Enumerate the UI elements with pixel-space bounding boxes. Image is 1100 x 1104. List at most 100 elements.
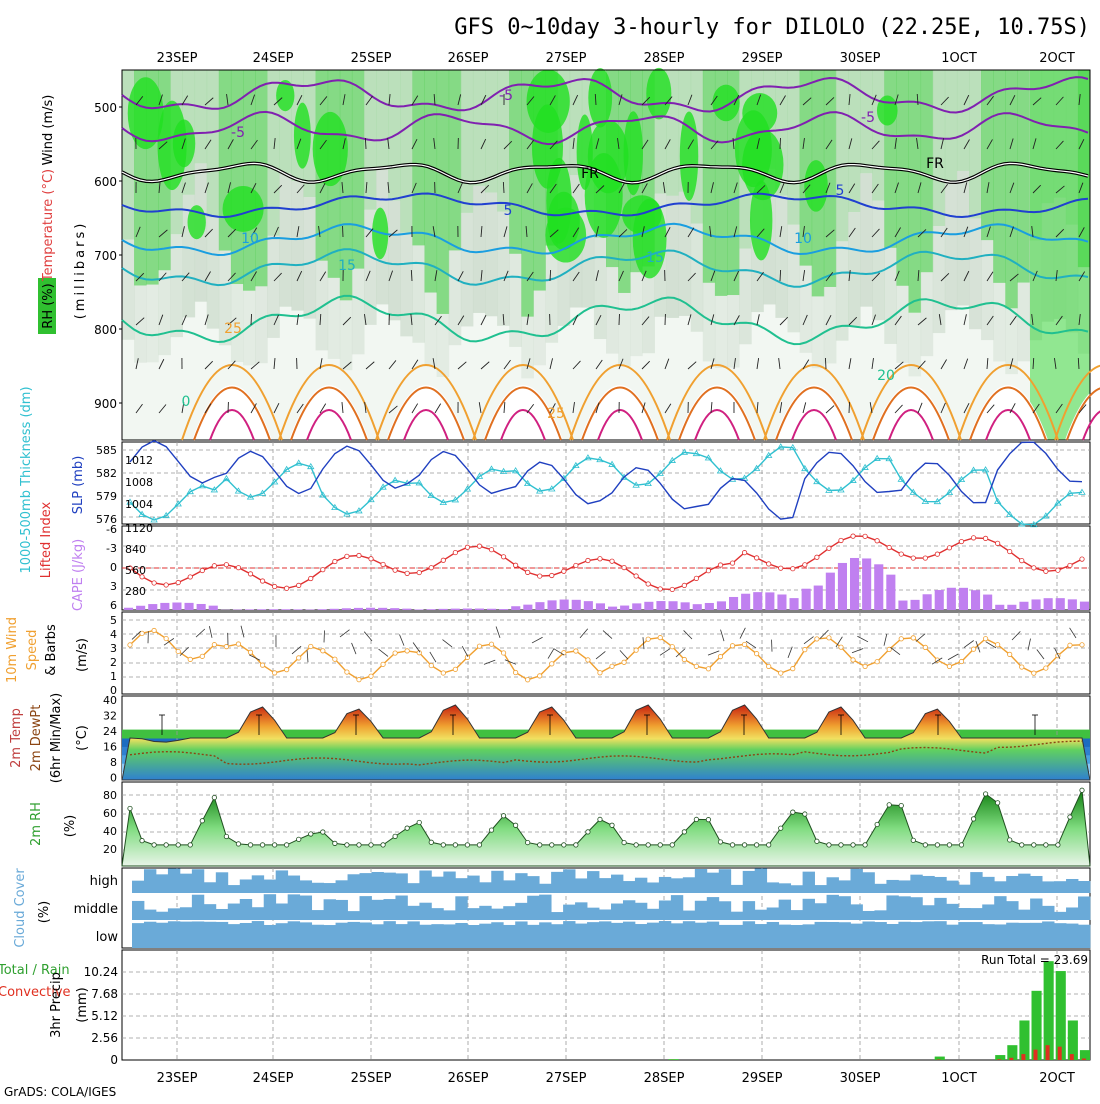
- contour-label: 25: [224, 321, 242, 337]
- date-label-bottom: 23SEP: [157, 1071, 198, 1086]
- cape-bar: [148, 604, 157, 610]
- slp-tick: 1008: [125, 476, 153, 489]
- rh-shading: [243, 70, 256, 291]
- li-line-point: [272, 584, 276, 588]
- cloud-bar: [144, 869, 156, 893]
- li-line-point: [501, 555, 505, 559]
- cloud-bar: [551, 924, 563, 948]
- rh-point: [670, 843, 674, 847]
- cloud-bar: [336, 880, 348, 893]
- cloud-bar: [348, 874, 360, 893]
- wind-speed-line-point: [1068, 643, 1072, 647]
- wind-speed-line-point: [742, 642, 746, 646]
- li-line-point: [754, 556, 758, 560]
- cloud-bar: [755, 910, 767, 920]
- cloud-bar: [958, 908, 970, 920]
- wind-tick: 3: [110, 642, 117, 655]
- rh-shading: [921, 272, 934, 356]
- rh-point: [791, 810, 795, 814]
- cloud-bar: [575, 902, 587, 920]
- cloud-bar: [467, 876, 479, 893]
- cloud-bar: [312, 925, 324, 948]
- rh-shading: [255, 70, 268, 286]
- cloud-bar: [300, 922, 312, 948]
- cloud-bar: [886, 880, 898, 893]
- date-label-bottom: 27SEP: [546, 1071, 587, 1086]
- li-tick: 6: [110, 599, 117, 612]
- date-label-bottom: 24SEP: [253, 1071, 294, 1086]
- cloud-bar: [324, 925, 336, 948]
- cloud-bar: [240, 923, 252, 948]
- cloud-bar: [491, 909, 503, 920]
- rh-point: [718, 840, 722, 844]
- cloud-bar: [288, 921, 300, 948]
- wind-speed-line-point: [995, 643, 999, 647]
- cape-bar: [644, 602, 653, 610]
- cloud-bar: [1078, 925, 1090, 948]
- cloud-bar: [862, 872, 874, 893]
- wind-speed-line-point: [188, 657, 192, 661]
- cloud-level-middle: middle: [74, 902, 118, 917]
- cape-bar: [572, 600, 581, 610]
- cape-bar: [185, 603, 194, 610]
- li-line-point: [513, 563, 517, 567]
- cape-bar: [681, 602, 690, 610]
- contour-label: 0: [182, 394, 191, 410]
- cloud-bar: [827, 922, 839, 948]
- cape-bar: [886, 575, 895, 610]
- cloud-bar: [132, 901, 144, 920]
- cloud-bar: [599, 921, 611, 948]
- cloud-bar: [994, 881, 1006, 893]
- cloud-bar: [886, 895, 898, 920]
- cloud-bar: [264, 925, 276, 948]
- date-label-bottom: 30SEP: [840, 1071, 881, 1086]
- rh-shading: [509, 254, 522, 347]
- wind-speed-line-point: [345, 670, 349, 674]
- rh-point: [550, 843, 554, 847]
- cloud-bar: [551, 912, 563, 920]
- li-line-point: [417, 570, 421, 574]
- wind-barb: [503, 182, 504, 193]
- rh-point: [357, 843, 361, 847]
- rh-shading: [969, 218, 982, 329]
- rh-point: [815, 839, 819, 843]
- cape-bar: [935, 590, 944, 610]
- rh-point: [369, 843, 373, 847]
- li-line-point: [164, 583, 168, 587]
- li-line-point: [489, 547, 493, 551]
- date-label-bottom: 26SEP: [448, 1071, 489, 1086]
- cloud-bar: [431, 924, 443, 948]
- li-line-point: [1068, 563, 1072, 567]
- cloud-bar: [491, 871, 503, 893]
- cloud-bar: [898, 880, 910, 893]
- contour-label: 20: [877, 368, 895, 384]
- rh-point: [1068, 815, 1072, 819]
- cloud-bar: [551, 872, 563, 893]
- cloud-bar: [934, 921, 946, 948]
- rh-tick: 60: [103, 807, 117, 820]
- cloud-bar: [1054, 881, 1066, 893]
- pressure-tick: 800: [94, 323, 117, 337]
- pressure-tick: 700: [94, 249, 117, 263]
- cloud-bar: [419, 925, 431, 948]
- cloud-bar: [192, 895, 204, 920]
- cloud-bar: [575, 878, 587, 893]
- wind-speed-line-point: [513, 670, 517, 674]
- wind-speed-line-point: [272, 671, 276, 675]
- cape-bar: [596, 603, 605, 610]
- convective-bar: [1034, 1050, 1038, 1060]
- cloud-bar: [300, 880, 312, 893]
- cloud-bar: [695, 923, 707, 948]
- cloud-bar: [1006, 901, 1018, 920]
- li-line-point: [1032, 566, 1036, 570]
- cloud-bar: [1078, 881, 1090, 893]
- rh-point: [1080, 788, 1084, 792]
- li-line-point: [297, 583, 301, 587]
- cloud-bar: [671, 878, 683, 893]
- cloud-bar: [180, 922, 192, 948]
- rh-shading: [461, 213, 474, 327]
- cloud-bar: [743, 871, 755, 893]
- cloud-bar: [791, 885, 803, 893]
- cloud-bar: [276, 904, 288, 920]
- wind-speed-line-point: [610, 664, 614, 668]
